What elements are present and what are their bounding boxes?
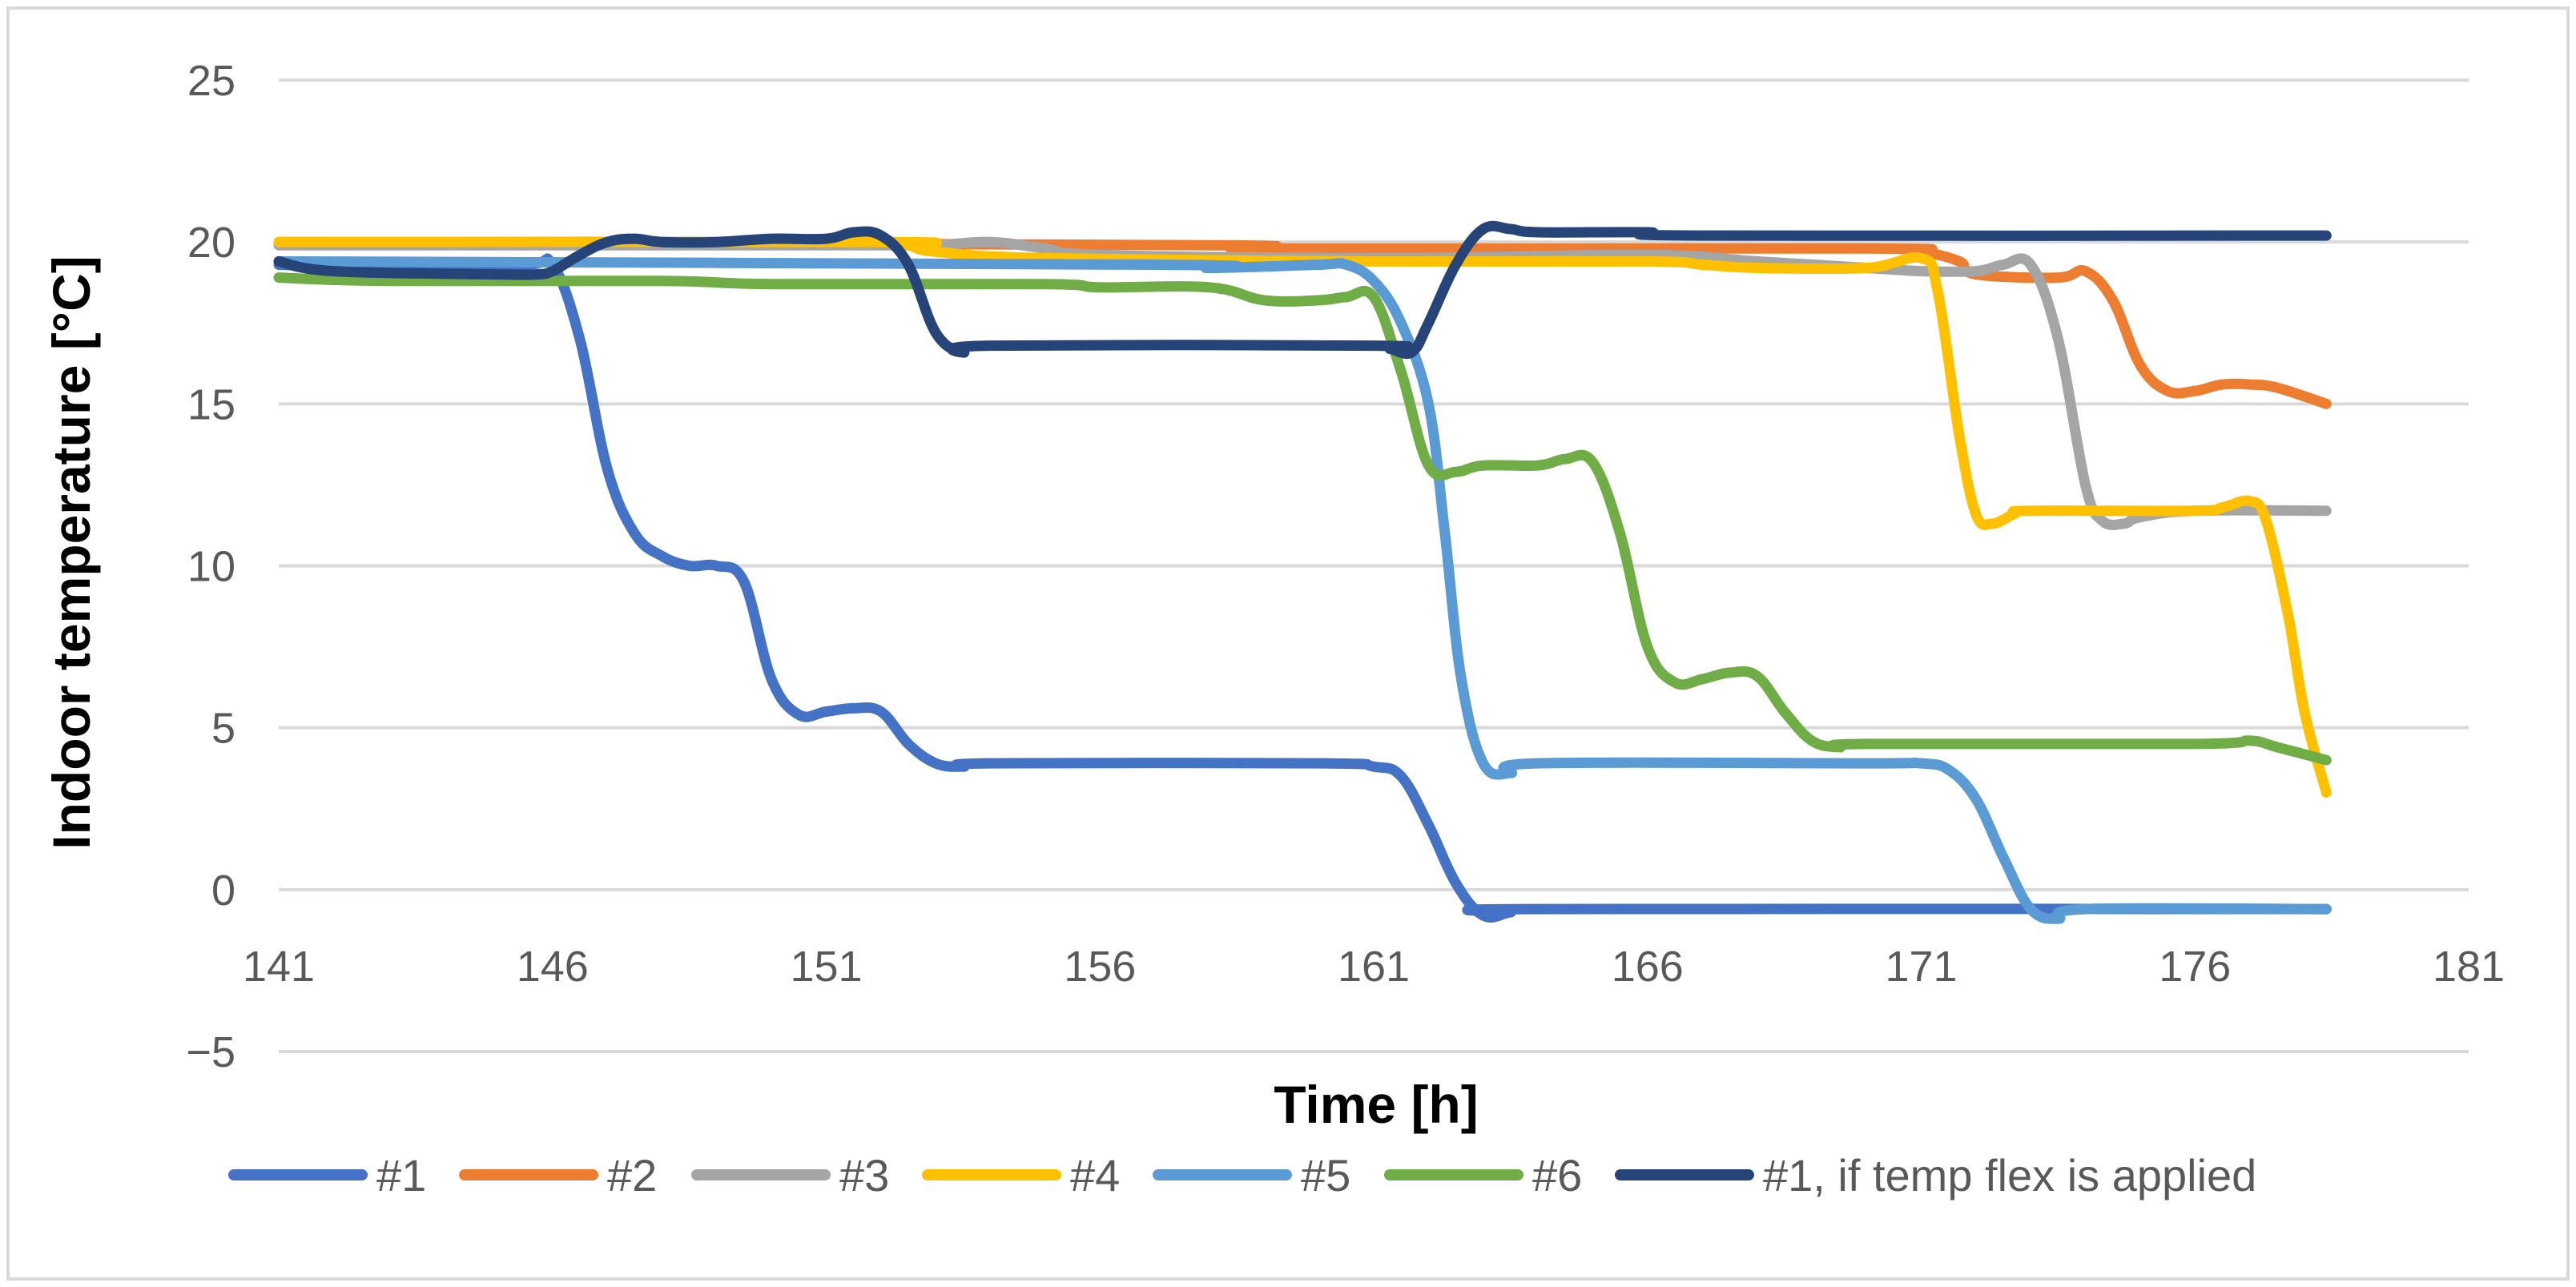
- y-tick-label: 0: [211, 867, 235, 915]
- y-tick-label: −5: [186, 1028, 235, 1076]
- y-tick-label: 5: [211, 705, 235, 753]
- series-line-1: [273, 253, 2332, 923]
- x-axis-ticks: 141 146 151 156 161 166 171 176 181: [243, 943, 2505, 991]
- legend-label: #6: [1532, 1150, 1582, 1201]
- x-tick-label: 141: [243, 943, 315, 991]
- x-tick-label: 146: [517, 943, 589, 991]
- legend-item: #3: [691, 1150, 889, 1201]
- series-line-4: [273, 236, 2332, 798]
- legend-label: #3: [839, 1150, 889, 1201]
- legend-label: #1: [376, 1150, 426, 1201]
- x-tick-label: 171: [1885, 943, 1957, 991]
- series-line-6: [273, 272, 2332, 766]
- series-lines: [273, 220, 2332, 924]
- y-tick-label: 20: [187, 219, 235, 267]
- series-line-7: [273, 220, 2332, 360]
- x-tick-label: 151: [790, 943, 862, 991]
- legend-item: #5: [1153, 1150, 1350, 1201]
- legend-item: #6: [1384, 1150, 1582, 1201]
- y-axis-title: Indoor temperature [°C]: [42, 255, 101, 849]
- series-line-5: [273, 255, 2332, 924]
- x-axis-title: Time [h]: [1274, 1075, 1478, 1134]
- legend-label: #4: [1070, 1150, 1120, 1201]
- legend-label: #2: [607, 1150, 657, 1201]
- y-tick-label: 10: [187, 543, 235, 591]
- x-tick-label: 161: [1338, 943, 1410, 991]
- y-axis-ticks: 25 20 15 10 5 0 −5: [186, 57, 235, 1076]
- legend-item: #2: [459, 1150, 657, 1201]
- x-tick-label: 176: [2159, 943, 2231, 991]
- legend: #1 #2 #3 #4 #5 #6 #1, if temp flex is applied: [228, 1150, 2256, 1201]
- chart-border: [6, 6, 2570, 1281]
- legend-item: #1, if temp flex is applied: [1615, 1150, 2256, 1201]
- x-tick-label: 166: [1612, 943, 1684, 991]
- legend-label: #1, if temp flex is applied: [1763, 1150, 2256, 1201]
- x-tick-label: 156: [1064, 943, 1136, 991]
- y-tick-label: 25: [187, 57, 235, 105]
- legend-label: #5: [1301, 1150, 1350, 1201]
- x-tick-label: 181: [2433, 943, 2505, 991]
- series-line-2: [273, 236, 2332, 409]
- legend-item: #4: [922, 1150, 1120, 1201]
- y-tick-label: 15: [187, 380, 235, 428]
- legend-item: #1: [228, 1150, 426, 1201]
